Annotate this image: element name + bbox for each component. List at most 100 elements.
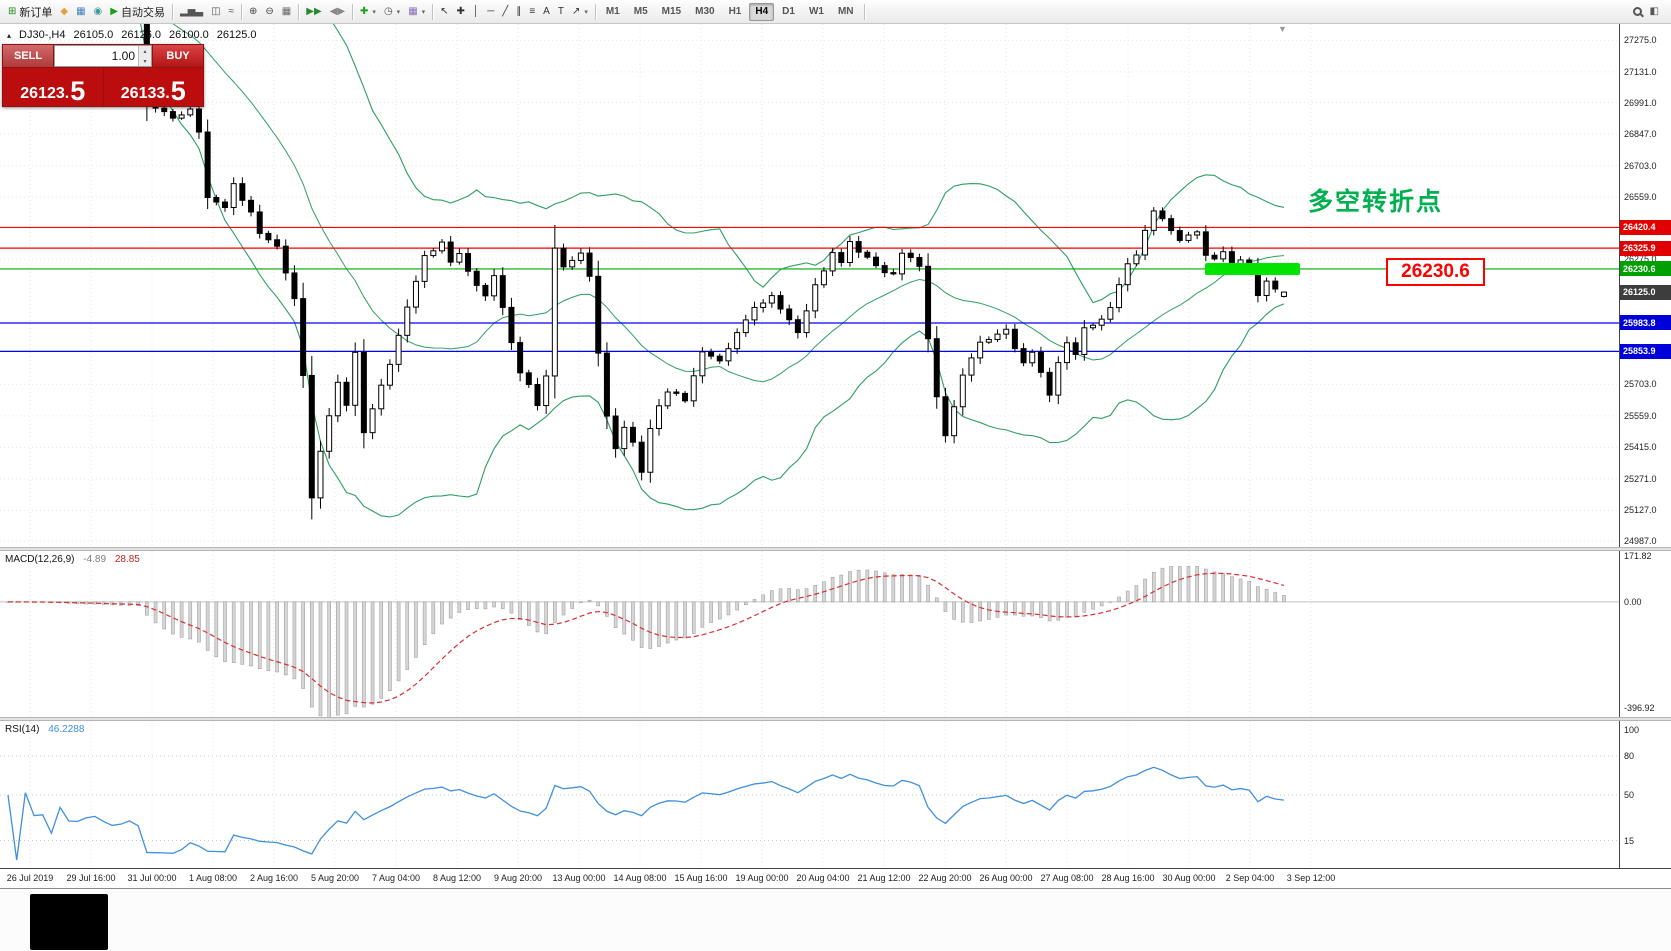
horizontal-line-icon-glyph: ─ bbox=[487, 5, 495, 17]
price-axis-label: 25559.0 bbox=[1624, 410, 1657, 421]
toolbar-separator bbox=[352, 3, 354, 20]
panel-splitter[interactable] bbox=[0, 547, 1671, 551]
time-axis-label: 14 Aug 08:00 bbox=[613, 873, 667, 883]
bid-price-pip: 5 bbox=[70, 75, 86, 106]
channel-icon[interactable]: ∥ bbox=[512, 2, 525, 22]
panel-splitter[interactable] bbox=[0, 717, 1671, 721]
auto-scroll-icon[interactable]: ▶▶ bbox=[302, 2, 325, 22]
charts-icon[interactable]: ◆ bbox=[56, 2, 72, 22]
workspace-icon-glyph: ◧ bbox=[1649, 5, 1659, 17]
price-axis-label: 27131.0 bbox=[1624, 66, 1657, 77]
bar-chart-type-icon[interactable]: ▂▅▃ bbox=[176, 2, 207, 22]
ohlc-open: 26105.0 bbox=[73, 29, 114, 41]
zoom-out-icon[interactable]: ⊖ bbox=[261, 2, 277, 22]
chart-shift-icon[interactable]: ◀▶ bbox=[326, 2, 349, 22]
zoom-in-icon[interactable]: ⊕ bbox=[245, 2, 261, 22]
time-axis-label: 21 Aug 12:00 bbox=[857, 873, 911, 883]
sell-button[interactable]: SELL bbox=[3, 45, 53, 67]
time-axis-label: 3 Sep 12:00 bbox=[1286, 873, 1336, 883]
time-axis-label: 7 Aug 04:00 bbox=[371, 873, 421, 883]
tile-windows-icon[interactable]: ▦ bbox=[278, 2, 295, 22]
autotrading-button-label: 自动交易 bbox=[120, 6, 165, 19]
turning-point-annotation[interactable]: 多空转折点 bbox=[1308, 188, 1444, 216]
new-order-button[interactable]: ⊞ 新订单 bbox=[4, 2, 56, 22]
time-axis-label: 2 Sep 04:00 bbox=[1225, 873, 1275, 883]
volume-up-button[interactable]: ▴ bbox=[139, 46, 151, 56]
time-axis-label: 31 Jul 00:00 bbox=[127, 873, 177, 883]
crosshair-icon[interactable]: ✚ bbox=[453, 2, 469, 22]
toolbar-separator bbox=[298, 3, 300, 20]
timeframe-m5[interactable]: M5 bbox=[633, 6, 648, 17]
ask-price-button[interactable]: 26133. 5 bbox=[103, 68, 203, 106]
dropdown-caret-icon: ▾ bbox=[584, 8, 588, 16]
macd-axis-label: 0.00 bbox=[1624, 596, 1642, 607]
label-icon[interactable]: T bbox=[554, 2, 568, 22]
workspace-icon[interactable]: ◧ bbox=[1646, 2, 1663, 22]
search-icon-glyph bbox=[1632, 7, 1642, 16]
price-callout-annotation[interactable]: 26230.6 bbox=[1386, 258, 1485, 286]
text-icon[interactable]: A bbox=[539, 2, 554, 22]
time-axis-label: 30 Aug 00:00 bbox=[1162, 873, 1216, 883]
market-watch-icon-glyph: ◉ bbox=[93, 5, 103, 17]
macd-indicator-label: MACD(12,26,9) -4.89 28.85 bbox=[5, 554, 140, 565]
buy-button[interactable]: BUY bbox=[153, 45, 203, 67]
volume-down-button[interactable]: ▾ bbox=[139, 56, 151, 66]
timeframe-h1[interactable]: H1 bbox=[728, 6, 742, 17]
timeframe-h4[interactable]: H4 bbox=[749, 2, 775, 21]
main-chart-panel[interactable]: ▴ DJ30-,H4 26105.0 26126.0 26100.0 26125… bbox=[0, 24, 1619, 547]
timeframe-m15[interactable]: M15 bbox=[661, 6, 682, 17]
time-axis-label: 5 Aug 20:00 bbox=[310, 873, 360, 883]
rsi-chart-canvas[interactable] bbox=[0, 721, 1619, 868]
timeframe-m30[interactable]: M30 bbox=[695, 6, 715, 17]
time-axis-label: 8 Aug 12:00 bbox=[432, 873, 482, 883]
templates-icon[interactable]: ▦ ▾ bbox=[404, 2, 429, 22]
ohlc-low: 26100.0 bbox=[169, 29, 209, 41]
crosshair-icon-glyph: ✚ bbox=[456, 5, 465, 17]
bid-price-button[interactable]: 26123. 5 bbox=[3, 68, 103, 106]
ohlc-high: 26126.0 bbox=[121, 29, 162, 41]
symbol-title: DJ30-,H4 bbox=[19, 29, 66, 41]
autotrading-button[interactable]: ▶ 自动交易 bbox=[106, 2, 169, 22]
vertical-line-icon[interactable]: │ bbox=[469, 2, 483, 22]
timeframe-mn[interactable]: MN bbox=[837, 6, 854, 17]
macd-name: MACD(12,26,9) bbox=[5, 554, 75, 565]
price-chart-canvas[interactable] bbox=[0, 24, 1619, 547]
periods-icon[interactable]: ◷ ▾ bbox=[380, 2, 404, 22]
rsi-name: RSI(14) bbox=[5, 724, 40, 735]
indicators-add-icon[interactable]: ✚ ▾ bbox=[356, 2, 380, 22]
timeframe-w1[interactable]: W1 bbox=[808, 6, 824, 17]
level-price-badge: 26325.9 bbox=[1620, 240, 1671, 256]
fibonacci-icon-glyph: ≡ bbox=[529, 5, 536, 17]
trendline-icon[interactable]: ╱ bbox=[498, 2, 512, 22]
ask-price-main: 26133. bbox=[120, 85, 170, 102]
toolbar-separator bbox=[241, 3, 243, 20]
candlestick-type-icon[interactable]: ◫ bbox=[207, 2, 224, 22]
macd-chart-canvas[interactable] bbox=[0, 551, 1619, 717]
volume-input[interactable]: 1.00 bbox=[111, 49, 135, 63]
price-axis-label: 25271.0 bbox=[1624, 473, 1657, 484]
cursor-icon[interactable]: ↖ bbox=[436, 2, 452, 22]
price-axis-label: 26991.0 bbox=[1624, 97, 1657, 108]
chart-shift-marker-icon: ▼ bbox=[1278, 24, 1287, 34]
macd-panel[interactable]: MACD(12,26,9) -4.89 28.85 bbox=[0, 551, 1619, 717]
auto-scroll-icon-glyph: ▶▶ bbox=[306, 5, 322, 17]
highlight-bar-annotation[interactable] bbox=[1205, 262, 1300, 275]
market-watch-icon[interactable]: ◉ bbox=[90, 2, 107, 22]
horizontal-line-icon[interactable]: ─ bbox=[483, 2, 498, 22]
level-price-badge: 25853.9 bbox=[1620, 343, 1671, 359]
timeframe-d1[interactable]: D1 bbox=[782, 6, 795, 17]
profiles-icon[interactable]: ▦ bbox=[72, 2, 89, 22]
fibonacci-icon[interactable]: ≡ bbox=[525, 2, 539, 22]
candlestick-type-icon-glyph: ◫ bbox=[211, 5, 221, 17]
shapes-icon[interactable]: ↗ ▾ bbox=[568, 2, 592, 22]
timeframe-group: M1 M5 M15 M30 H1 H4 D1 W1 MN bbox=[599, 2, 861, 21]
macd-axis-label: 171.82 bbox=[1624, 550, 1652, 561]
timeframe-m1[interactable]: M1 bbox=[605, 6, 620, 17]
shapes-icon-glyph: ↗ bbox=[571, 5, 581, 17]
line-chart-type-icon[interactable]: ≈ bbox=[225, 2, 239, 22]
price-axis[interactable]: 27275.0 27131.0 26991.0 26847.0 26703.0 26559… bbox=[1619, 24, 1671, 888]
time-axis[interactable]: 26 Jul 2019 29 Jul 16:00 31 Jul 00:00 1 Aug… bbox=[0, 868, 1671, 888]
rsi-panel[interactable]: RSI(14) 46.2288 bbox=[0, 721, 1619, 868]
channel-icon-glyph: ∥ bbox=[516, 5, 522, 17]
search-icon[interactable] bbox=[1629, 2, 1646, 22]
